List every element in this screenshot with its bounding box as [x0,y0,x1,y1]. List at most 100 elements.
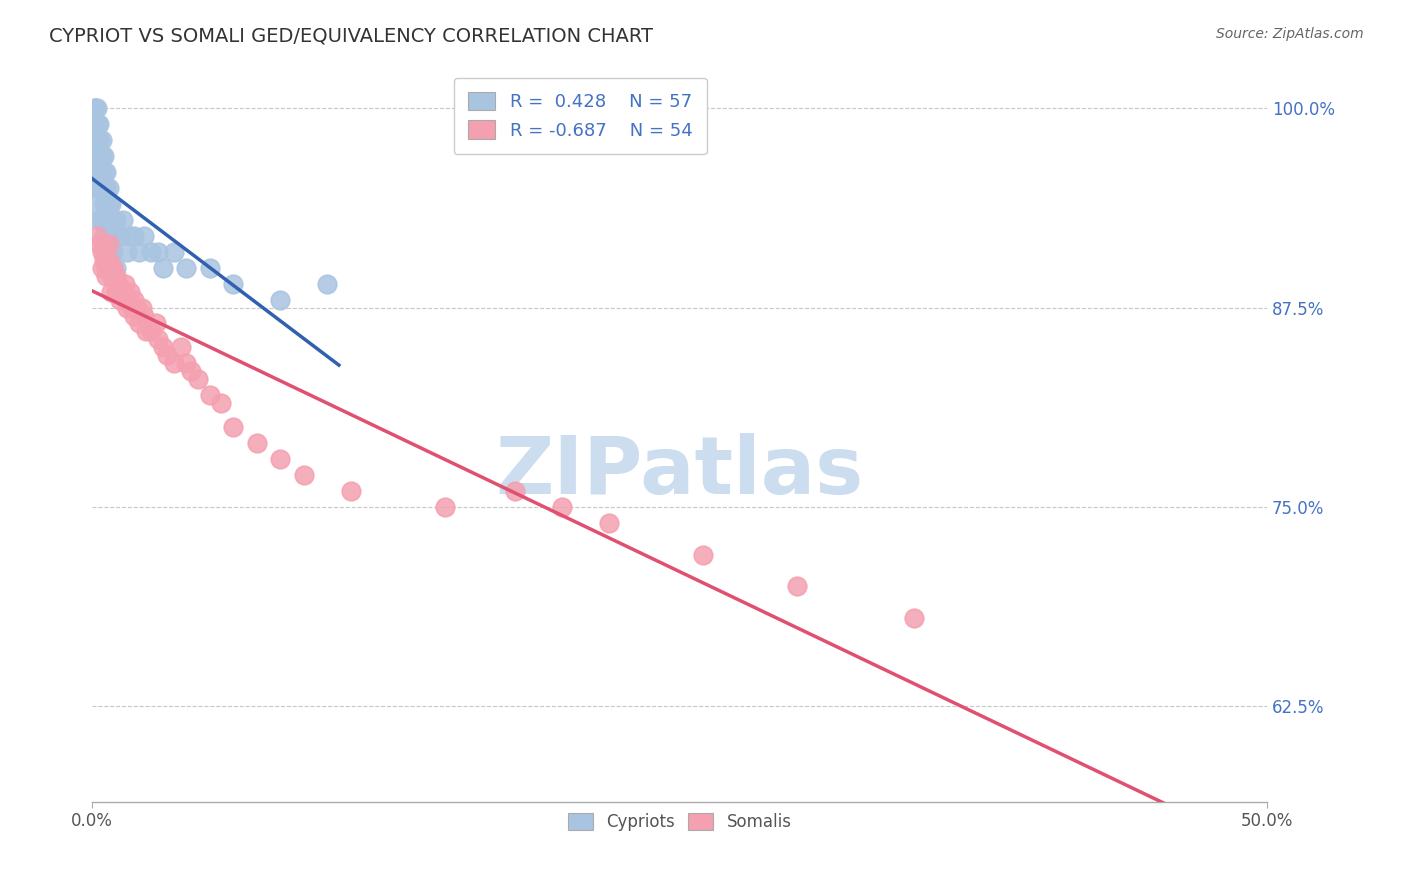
Point [503,483,526,498]
Point [117,293,139,307]
Point [96,181,118,195]
Legend: Cypriots, Somalis: Cypriots, Somalis [554,800,804,845]
Point [89,236,111,251]
Point [174,260,197,275]
Point [89,165,111,179]
Point [146,244,169,259]
Point [180,364,202,378]
Point [222,420,245,434]
Point [269,293,291,307]
Point [104,268,127,283]
Point [89,133,111,147]
Point [93,181,115,195]
Point [292,467,315,482]
Point [86,197,108,211]
Text: CYPRIOT VS SOMALI GED/EQUIVALENCY CORRELATION CHART: CYPRIOT VS SOMALI GED/EQUIVALENCY CORREL… [49,27,654,45]
Point [86,228,108,243]
Point [97,252,120,267]
Point [114,277,136,291]
Point [103,244,125,259]
Point [100,197,122,211]
Text: Source: ZipAtlas.com: Source: ZipAtlas.com [1216,27,1364,41]
Point [100,268,122,283]
Point [110,293,132,307]
Point [209,396,232,410]
Point [100,285,122,299]
Point [111,213,134,227]
Point [86,149,108,163]
Point [104,285,127,299]
Point [316,277,339,291]
Point [96,260,118,275]
Point [117,301,139,315]
Point [222,277,245,291]
Point [93,228,115,243]
Point [104,213,127,227]
Point [163,356,186,370]
Point [90,213,112,227]
Point [125,301,148,315]
Point [124,293,146,307]
Point [174,356,197,370]
Point [96,165,118,179]
Point [187,372,209,386]
Point [128,244,150,259]
Point [90,165,112,179]
Point [121,301,143,315]
Point [551,500,574,514]
Point [86,101,108,115]
Point [97,181,120,195]
Point [786,579,808,593]
Point [90,133,112,147]
Point [170,340,193,354]
Point [139,325,162,339]
Point [89,181,111,195]
Point [145,317,167,331]
Point [89,117,111,131]
Point [156,348,179,362]
Text: ZIPatlas: ZIPatlas [495,433,863,511]
Point [89,213,111,227]
Point [118,228,141,243]
Point [93,165,115,179]
Point [163,244,186,259]
Point [152,260,174,275]
Point [86,165,108,179]
Point [903,611,925,625]
Point [90,149,112,163]
Point [132,228,155,243]
Point [198,260,221,275]
Point [692,548,714,562]
Point [97,228,120,243]
Point [124,228,146,243]
Point [433,500,456,514]
Point [93,197,115,211]
Point [104,228,127,243]
Point [107,277,129,291]
Point [83,101,105,115]
Point [152,340,174,354]
Point [90,244,112,259]
Point [83,117,105,131]
Point [124,309,146,323]
Point [97,197,120,211]
Point [83,149,105,163]
Point [104,260,127,275]
Point [93,149,115,163]
Point [111,285,134,299]
Point [86,117,108,131]
Point [103,260,125,275]
Point [132,309,155,323]
Point [93,252,115,267]
Point [103,213,125,227]
Point [146,333,169,347]
Point [118,285,141,299]
Point [96,268,118,283]
Point [96,213,118,227]
Point [135,325,157,339]
Point [598,516,620,530]
Point [269,452,291,467]
Point [83,101,105,115]
Point [83,133,105,147]
Point [139,244,162,259]
